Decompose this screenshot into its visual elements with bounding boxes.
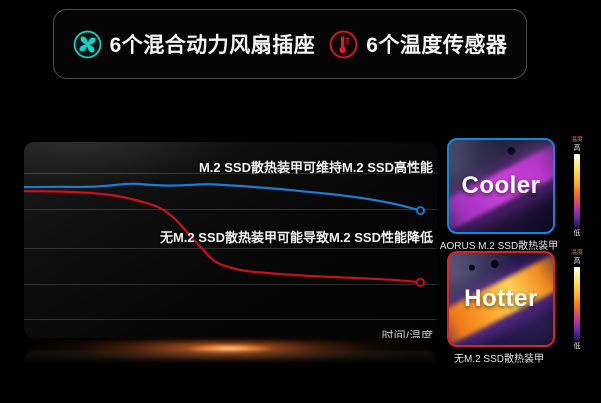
gridline bbox=[24, 248, 437, 249]
hotter-caption: 无M.2 SSD散热装甲 bbox=[453, 354, 544, 365]
gridline bbox=[24, 209, 437, 210]
scale-low-label: 低 bbox=[573, 343, 581, 350]
temperature-scale-cooler: 温度 高 低 bbox=[566, 137, 588, 237]
gridline bbox=[24, 284, 437, 285]
scale-high-label: 高 bbox=[573, 145, 581, 152]
scale-label: 温度 bbox=[570, 137, 583, 143]
scale-high-label: 高 bbox=[573, 258, 581, 265]
temperature-scale-hotter: 温度 高 低 bbox=[566, 250, 588, 350]
scale-low-label: 低 bbox=[573, 230, 581, 237]
cooler-caption: AORUS M.2 SSD散热装甲 bbox=[439, 241, 559, 252]
chart-lines bbox=[24, 182, 425, 287]
thermometer-icon bbox=[329, 30, 358, 59]
gridline bbox=[24, 319, 437, 320]
temp-sensors-label: 6个温度传感器 bbox=[366, 34, 508, 57]
annotation-without-heatsink: 无M.2 SSD散热装甲可能导致M.2 SSD性能降低 bbox=[159, 230, 433, 245]
panel-reflection bbox=[24, 351, 437, 375]
gridline bbox=[24, 173, 437, 174]
thermal-image-hotter: Hotter bbox=[447, 251, 555, 347]
feature-banner: 6个混合动力风扇插座 6个温度传感器 bbox=[53, 9, 527, 79]
x-axis-label: 时间/温度 bbox=[381, 329, 433, 338]
temperature-gradient-bar bbox=[574, 267, 580, 341]
performance-chart: M.2 SSD散热装甲可维持M.2 SSD高性能 无M.2 SSD散热装甲可能导… bbox=[24, 142, 437, 338]
fan-icon bbox=[73, 30, 102, 59]
thermal-image-cooler: Cooler bbox=[447, 138, 555, 234]
fan-headers-label: 6个混合动力风扇插座 bbox=[109, 34, 316, 57]
annotation-with-heatsink: M.2 SSD散热装甲可维持M.2 SSD高性能 bbox=[198, 160, 433, 175]
banner-item-temp-sensors: 6个温度传感器 bbox=[329, 29, 507, 59]
temperature-gradient-bar bbox=[574, 154, 580, 228]
hotter-title: Hotter bbox=[464, 285, 538, 312]
ember-glow-core bbox=[185, 344, 275, 353]
banner-item-fan-headers: 6个混合动力风扇插座 bbox=[73, 29, 316, 59]
scale-label: 温度 bbox=[570, 250, 583, 256]
cooler-title: Cooler bbox=[461, 172, 541, 199]
